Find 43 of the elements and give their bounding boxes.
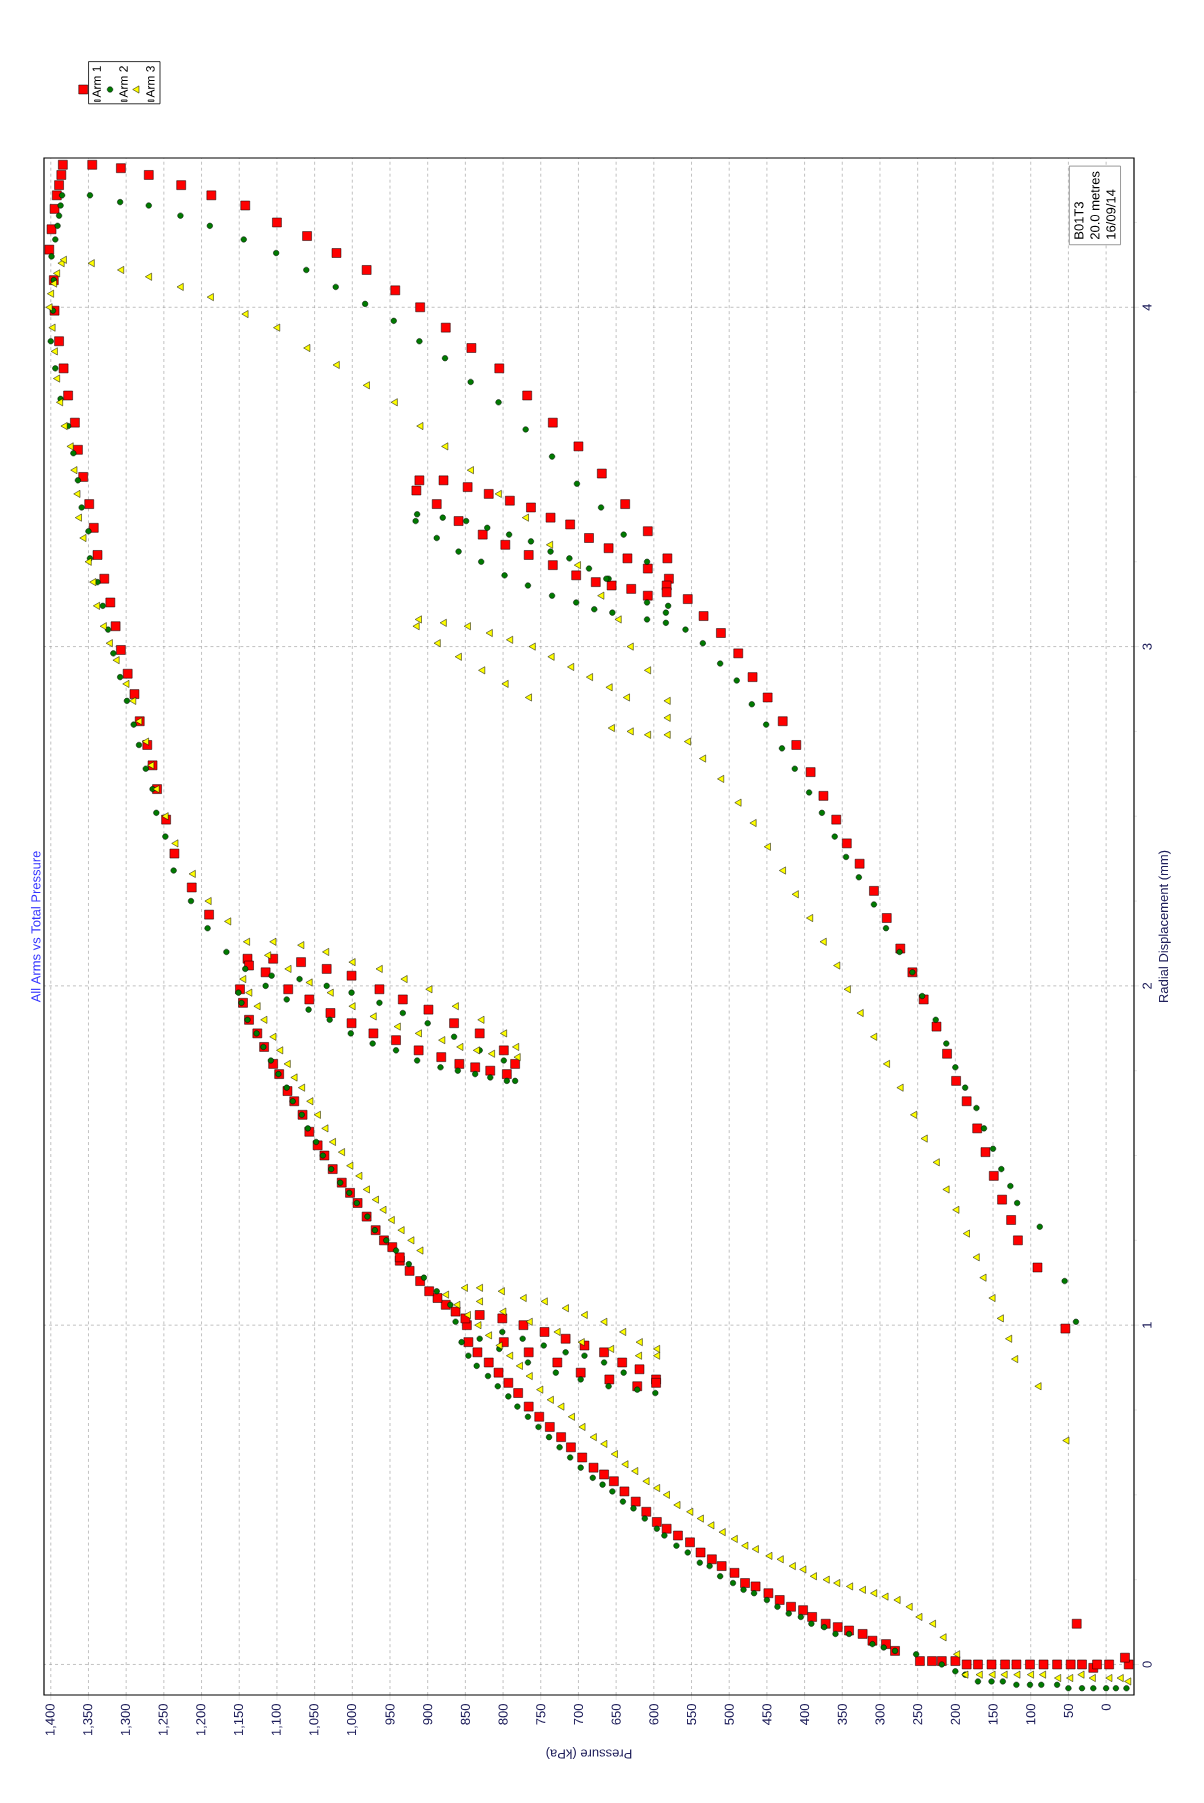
x-tick-label: 650 [611, 1704, 621, 1725]
x-tick-label: 1,000 [346, 1704, 358, 1736]
legend-label: Arm 1 [92, 66, 101, 98]
x-tick-label: 200 [950, 1704, 960, 1725]
y-tick-label: 2 [1142, 982, 1152, 989]
x-tick-label: 1,050 [309, 1704, 320, 1736]
x-tick-label: 1,200 [196, 1704, 207, 1736]
annotation: 16/09/14 [1105, 189, 1116, 239]
x-tick-label: 1,150 [233, 1704, 245, 1736]
x-tick-label: 1,100 [271, 1704, 283, 1736]
x-tick-label: 1,400 [45, 1704, 57, 1736]
x-tick-label: 450 [762, 1704, 772, 1725]
legend-label: Arm 2 [119, 66, 128, 98]
text: All Arms vs Total Pressure [30, 851, 41, 1003]
legend-label: Arm 3 [146, 66, 155, 98]
x-tick-label: 350 [837, 1704, 847, 1725]
y-tick-label: 1 [1142, 1322, 1152, 1328]
y-tick-label: 4 [1142, 304, 1152, 311]
x-tick-label: 950 [385, 1704, 395, 1725]
x-tick-label: 100 [1026, 1704, 1036, 1725]
x-tick-label: 0 [1101, 1704, 1111, 1711]
x-tick-label: 550 [686, 1704, 697, 1725]
y-tick-label: 0 [1142, 1661, 1152, 1668]
annotation: B01T3 [1074, 202, 1084, 239]
x-tick-label: 1,300 [120, 1704, 132, 1736]
x-tick-label: 1,350 [83, 1704, 94, 1736]
x-tick-label: 900 [423, 1704, 433, 1725]
x-tick-label: 250 [913, 1704, 923, 1725]
x-tick-label: 400 [799, 1704, 810, 1725]
x-tick-label: 300 [875, 1704, 885, 1725]
x-tick-label: 800 [498, 1704, 508, 1725]
y-axis-title: Radial Displacement (mm) [1158, 850, 1171, 1003]
x-tick-label: 850 [460, 1704, 470, 1725]
x-tick-label: 750 [536, 1704, 546, 1725]
x-tick-label: 150 [988, 1704, 998, 1725]
x-tick-label: 700 [573, 1704, 584, 1725]
annotation: 20.0 metres [1090, 171, 1100, 240]
x-axis-title: Pressure (kPa) [546, 1746, 632, 1759]
x-tick-label: 1,250 [158, 1704, 170, 1736]
x-tick-label: 600 [649, 1704, 659, 1725]
y-tick-label: 3 [1142, 643, 1152, 650]
x-tick-label: 50 [1063, 1704, 1074, 1718]
x-tick-label: 500 [724, 1704, 734, 1725]
